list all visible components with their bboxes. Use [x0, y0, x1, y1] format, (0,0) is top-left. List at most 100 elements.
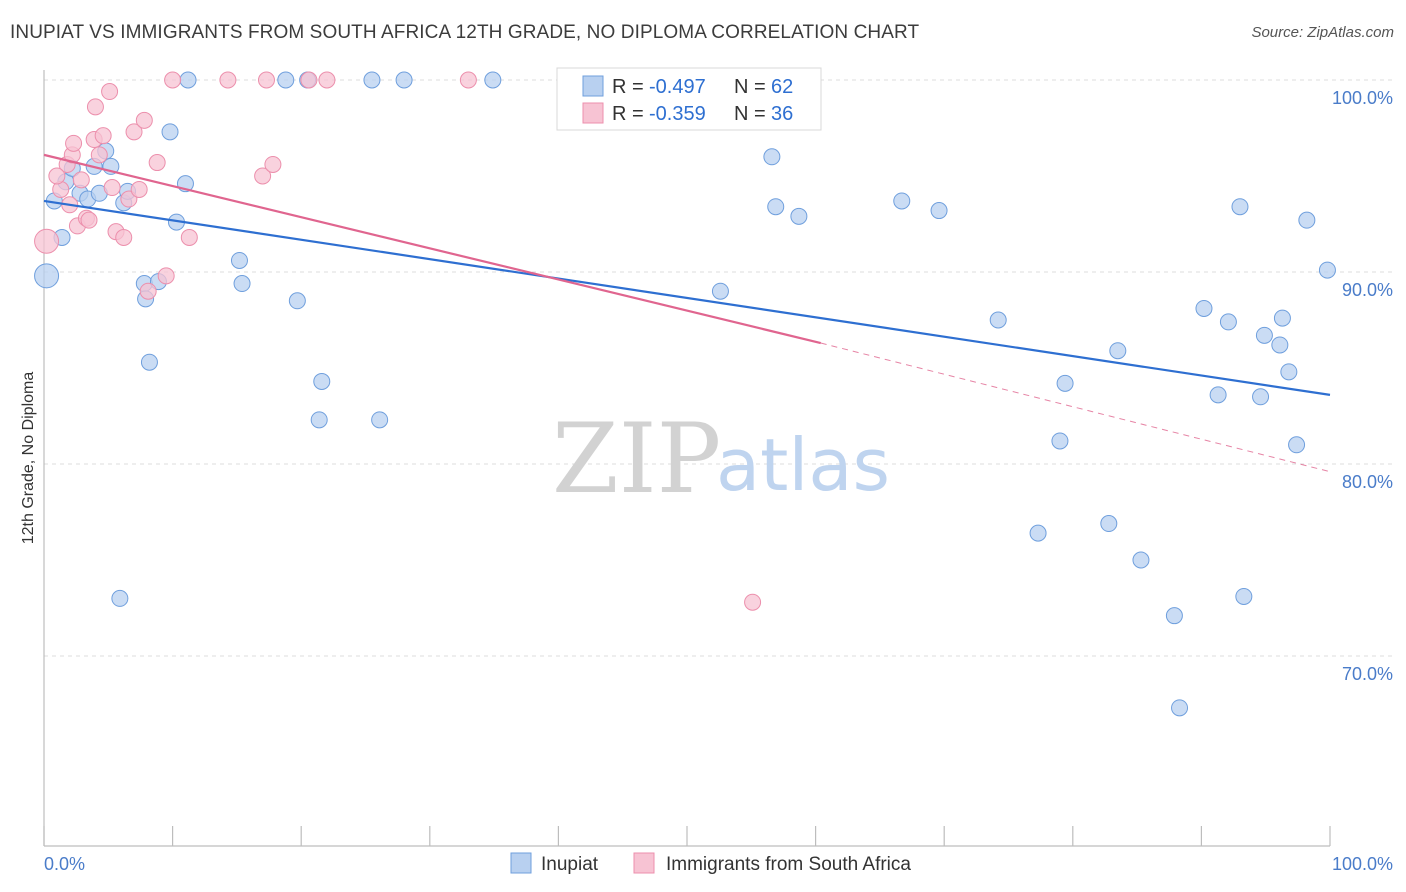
x-axis-ticks	[43, 826, 1331, 846]
inupiat-point	[1171, 699, 1189, 717]
inupiat-point	[893, 192, 911, 210]
inupiat-point	[1165, 607, 1183, 625]
south-africa-point	[72, 171, 90, 189]
inupiat-point	[140, 353, 158, 371]
stats-swatch-blue	[582, 75, 604, 97]
south-africa-point	[94, 127, 112, 145]
inupiat-point	[1280, 363, 1298, 381]
stats-r-value-blue: -0.497	[649, 76, 706, 98]
south-africa-point	[34, 228, 60, 254]
south-africa-point	[180, 228, 198, 246]
south-africa-point	[48, 167, 66, 185]
inupiat-point	[1255, 326, 1273, 344]
south-africa-point	[264, 155, 282, 173]
south-africa-point	[130, 180, 148, 198]
watermark: ZIP atlas	[552, 403, 890, 515]
x-tick-labels: 0.0% 100.0%	[44, 854, 1393, 874]
south-africa-point	[90, 146, 108, 164]
inupiat-point	[1235, 587, 1253, 605]
inupiat-point	[989, 311, 1007, 329]
south-africa-point	[135, 111, 153, 129]
stats-n-value-pink: 36	[771, 103, 793, 125]
south-africa-point	[148, 154, 166, 172]
inupiat-point	[767, 198, 785, 216]
inupiat-point	[310, 411, 328, 429]
stats-n-label-blue: N =	[734, 76, 766, 98]
y-tick-label: 70.0%	[1342, 664, 1393, 684]
south-africa-point	[257, 71, 275, 89]
south-africa-point	[318, 71, 336, 89]
inupiat-point	[930, 202, 948, 220]
inupiat-point	[1109, 342, 1127, 360]
south-africa-point	[115, 228, 133, 246]
south-africa-point	[65, 134, 83, 152]
stats-n-value-blue: 62	[771, 76, 793, 98]
south-africa-point	[86, 98, 104, 116]
stats-legend: R = -0.497 N = 62 R = -0.359 N = 36	[556, 67, 822, 131]
inupiat-point	[34, 263, 60, 289]
inupiat-point	[1056, 374, 1074, 392]
stats-swatch-pink	[582, 102, 604, 124]
inupiat-point	[233, 275, 251, 293]
inupiat-point	[1271, 336, 1289, 354]
south-africa-point	[300, 71, 318, 89]
series-legend: Inupiat Immigrants from South Africa	[510, 852, 911, 875]
inupiat-point	[1231, 198, 1249, 216]
legend-swatch-south-africa	[633, 852, 655, 874]
south-africa-point	[157, 267, 175, 285]
inupiat-point	[1029, 524, 1047, 542]
legend-swatch-inupiat	[510, 852, 532, 874]
south-africa-point	[254, 167, 272, 185]
south-africa-point	[125, 123, 143, 141]
inupiat-point	[711, 282, 729, 300]
legend-label-inupiat: Inupiat	[541, 854, 599, 875]
y-tick-label: 90.0%	[1342, 280, 1393, 300]
stats-r-label-blue: R =	[612, 76, 644, 98]
stats-r-label-pink: R =	[612, 103, 644, 125]
inupiat-point	[1318, 261, 1336, 279]
south-africa-point	[80, 211, 98, 229]
gridlines	[44, 79, 1392, 657]
inupiat-point	[161, 123, 179, 141]
south-africa-trend-line	[43, 153, 822, 345]
watermark-zip: ZIP	[552, 403, 721, 515]
inupiat-point	[230, 251, 248, 269]
inupiat-point	[790, 207, 808, 225]
watermark-atlas: atlas	[716, 423, 890, 507]
south-africa-point	[459, 71, 477, 89]
inupiat-point	[179, 71, 197, 89]
inupiat-point	[484, 71, 502, 89]
south-africa-point	[219, 71, 237, 89]
south-africa-point	[164, 71, 182, 89]
inupiat-point	[1209, 386, 1227, 404]
chart-title: INUPIAT VS IMMIGRANTS FROM SOUTH AFRICA …	[10, 22, 920, 43]
south-africa-point	[101, 83, 119, 101]
inupiat-point	[111, 589, 129, 607]
inupiat-point	[313, 372, 331, 390]
inupiat-trend-line	[43, 199, 1331, 396]
y-tick-label: 80.0%	[1342, 472, 1393, 492]
inupiat-point	[1273, 309, 1291, 327]
inupiat-point	[1100, 515, 1118, 533]
x-tick-label: 0.0%	[44, 854, 85, 874]
inupiat-point	[1051, 432, 1069, 450]
inupiat-point	[288, 292, 306, 310]
inupiat-point	[1195, 299, 1213, 317]
inupiat-point	[1252, 388, 1270, 406]
inupiat-point	[1288, 436, 1306, 454]
y-axis-label: 12th Grade, No Diploma	[20, 372, 37, 545]
data-points	[34, 71, 1336, 717]
south-africa-point	[139, 282, 157, 300]
inupiat-point	[363, 71, 381, 89]
south-africa-point	[103, 179, 121, 197]
source-label: Source: ZipAtlas.com	[1251, 24, 1394, 41]
inupiat-point	[763, 148, 781, 166]
inupiat-point	[395, 71, 413, 89]
stats-r-value-pink: -0.359	[649, 103, 706, 125]
inupiat-point	[277, 71, 295, 89]
y-tick-label: 100.0%	[1332, 88, 1393, 108]
inupiat-point	[1298, 211, 1316, 229]
y-tick-labels: 100.0% 90.0% 80.0% 70.0%	[1332, 88, 1393, 684]
trend-lines	[43, 153, 1331, 473]
